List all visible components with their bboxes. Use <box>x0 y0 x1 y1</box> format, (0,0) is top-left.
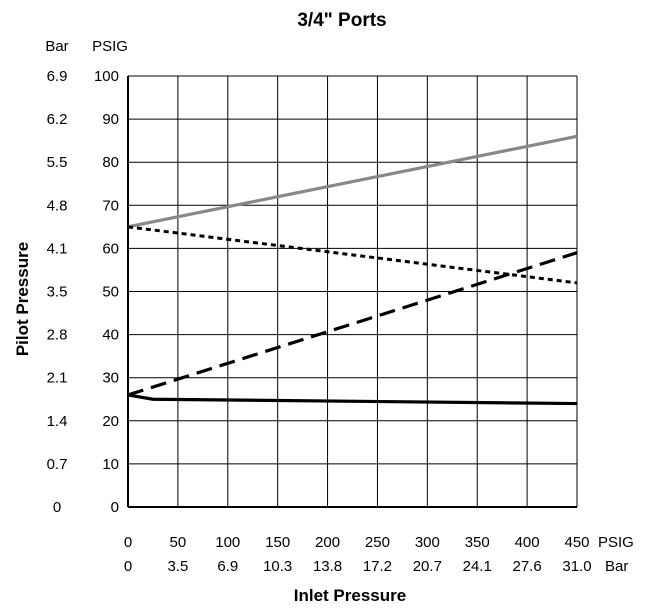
y-tick-label-bar: 1.4 <box>47 413 68 430</box>
grid <box>127 75 578 508</box>
x-tick-label-bar: 10.3 <box>263 558 292 575</box>
y-tick-label-psig: 50 <box>102 284 119 301</box>
x-tick-label-psig: 50 <box>170 534 187 551</box>
y-tick-label-psig: 10 <box>102 456 119 473</box>
x-tick-label-psig: 250 <box>365 534 390 551</box>
x-tick-label-psig: 300 <box>415 534 440 551</box>
y-tick-label-bar: 0.7 <box>47 456 68 473</box>
x-tick-label-psig: 400 <box>515 534 540 551</box>
series-line-2 <box>127 225 578 285</box>
y-tick-label-psig: 40 <box>102 327 119 344</box>
x-tick-label-psig: 200 <box>315 534 340 551</box>
y-tick-label-psig: 0 <box>111 499 119 516</box>
x-tick-label-bar: 6.9 <box>217 558 238 575</box>
series-line-4 <box>127 393 578 406</box>
y-tick-label-bar: 4.8 <box>47 197 68 214</box>
y-tick-label-psig: 100 <box>94 68 119 85</box>
y-tick-label-bar: 6.9 <box>47 68 68 85</box>
y-tick-label-bar: 2.1 <box>47 370 68 387</box>
x-unit-psig: PSIG <box>598 534 634 551</box>
x-tick-label-psig: 150 <box>265 534 290 551</box>
x-unit-bar: Bar <box>605 558 628 575</box>
y-tick-label-bar: 2.8 <box>47 327 68 344</box>
y-tick-label-bar: 4.1 <box>47 240 68 257</box>
y-tick-label-psig: 60 <box>102 240 119 257</box>
y-tick-label-bar: 3.5 <box>47 284 68 301</box>
x-tick-label-bar: 3.5 <box>167 558 188 575</box>
series-line-3 <box>127 251 578 397</box>
x-tick-label-bar: 13.8 <box>313 558 342 575</box>
x-tick-label-bar: 20.7 <box>413 558 442 575</box>
y-tick-label-psig: 30 <box>102 370 119 387</box>
x-tick-label-bar: 27.6 <box>513 558 542 575</box>
x-tick-label-bar: 24.1 <box>463 558 492 575</box>
x-tick-label-psig: 100 <box>215 534 240 551</box>
y-tick-label-psig: 80 <box>102 154 119 171</box>
x-tick-label-bar: 17.2 <box>363 558 392 575</box>
y-tick-label-bar: 6.2 <box>47 111 68 128</box>
x-tick-label-psig: 350 <box>465 534 490 551</box>
y-tick-label-psig: 20 <box>102 413 119 430</box>
x-tick-label-psig: 450 <box>564 534 589 551</box>
y-tick-label-bar: 0 <box>53 499 61 516</box>
series-line-1 <box>127 134 578 229</box>
x-axis-label: Inlet Pressure <box>294 586 406 605</box>
series-layer <box>127 134 578 406</box>
x-tick-label-psig: 0 <box>124 534 132 551</box>
chart-title: 3/4" Ports <box>297 10 386 31</box>
tick-layer: 00503.51006.915010.320013.825017.230020.… <box>47 68 592 575</box>
y-axis-label: Pilot Pressure <box>13 242 32 356</box>
y-tick-label-psig: 70 <box>102 197 119 214</box>
y-unit-bar: Bar <box>45 38 68 55</box>
x-tick-label-bar: 0 <box>124 558 132 575</box>
y-tick-label-bar: 5.5 <box>47 154 68 171</box>
x-tick-label-bar: 31.0 <box>562 558 591 575</box>
y-tick-label-psig: 90 <box>102 111 119 128</box>
y-unit-psig: PSIG <box>92 38 128 55</box>
